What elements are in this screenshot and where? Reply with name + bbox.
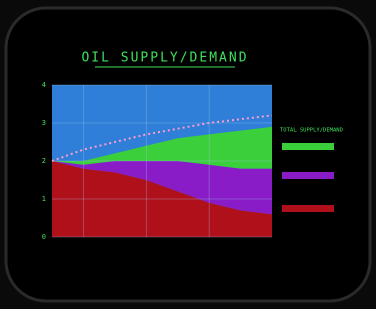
y-tick-label: 2	[42, 157, 46, 165]
y-tick-label: 1	[42, 195, 46, 203]
legend-swatch	[282, 143, 334, 150]
y-tick-label: 3	[42, 119, 46, 127]
page: {"chart_data": {"type": "stacked-area", …	[0, 0, 376, 309]
screen: OIL SUPPLY/DEMAND 0 1 2 3 4 TOTAL SUPPLY/DEMA…	[0, 0, 376, 309]
legend-label: TOTAL SUPPLY/DEMAND	[280, 128, 343, 134]
y-tick-label: 0	[42, 233, 46, 241]
chart-title: OIL SUPPLY/DEMAND	[81, 51, 248, 66]
legend-swatch	[282, 205, 334, 212]
y-tick-label: 4	[42, 81, 46, 89]
legend-swatch	[282, 172, 334, 179]
